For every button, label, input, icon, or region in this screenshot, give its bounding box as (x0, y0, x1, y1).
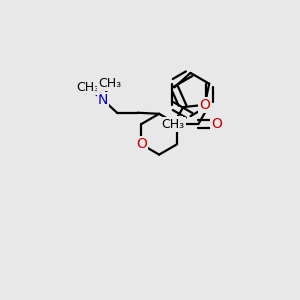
Text: O: O (211, 117, 222, 131)
Text: O: O (136, 137, 147, 152)
Text: CH₃: CH₃ (98, 77, 121, 90)
Text: O: O (199, 98, 210, 112)
Text: CH₃: CH₃ (76, 81, 99, 94)
Text: N: N (172, 117, 182, 131)
Text: N: N (98, 93, 108, 107)
Text: CH₃: CH₃ (161, 118, 184, 131)
